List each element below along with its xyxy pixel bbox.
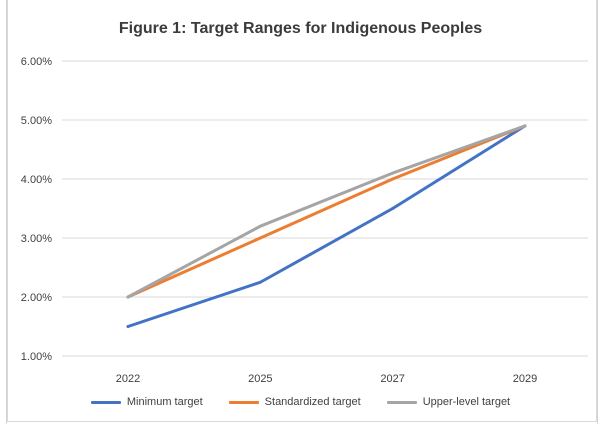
legend-item[interactable]: Upper-level target [386, 396, 511, 408]
legend-swatch [386, 400, 417, 404]
data-point[interactable] [523, 124, 527, 128]
data-point[interactable] [391, 177, 395, 181]
cell-gridline [6, 0, 7, 424]
data-point[interactable] [391, 171, 395, 175]
legend-swatch [90, 400, 121, 404]
data-point[interactable] [391, 207, 395, 210]
y-tick-label: 4.00% [21, 174, 52, 186]
y-tick-label: 6.00% [21, 56, 52, 68]
series-line-upper-level-target[interactable] [126, 124, 527, 299]
legend-item[interactable]: Standardized target [228, 396, 361, 408]
data-point[interactable] [258, 236, 262, 240]
y-tick-label: 1.00% [21, 351, 52, 363]
legend-label: Standardized target [264, 396, 361, 408]
legend-label: Minimum target [126, 396, 203, 408]
chart-title: Figure 1: Target Ranges for Indigenous P… [118, 20, 483, 37]
y-tick-label: 2.00% [21, 292, 52, 304]
data-point[interactable] [126, 325, 130, 328]
chart-legend: Minimum target Standardized target Upper-l… [0, 396, 601, 408]
x-tick-label: 2027 [380, 373, 404, 385]
x-tick-label: 2029 [513, 373, 537, 385]
x-tick-label: 2022 [116, 373, 140, 385]
series-line-standardized-target[interactable] [126, 124, 527, 299]
x-tick-label: 2025 [248, 373, 272, 385]
data-point[interactable] [258, 280, 262, 284]
data-point[interactable] [126, 295, 130, 299]
series-line-minimum-target[interactable] [126, 124, 527, 328]
legend-swatch [228, 400, 259, 404]
y-tick-label: 5.00% [21, 115, 52, 127]
legend-item[interactable]: Minimum target [90, 396, 203, 408]
data-point[interactable] [258, 224, 262, 228]
cell-gridline [597, 0, 598, 424]
y-tick-label: 3.00% [21, 233, 52, 245]
legend-label: Upper-level target [422, 396, 511, 408]
